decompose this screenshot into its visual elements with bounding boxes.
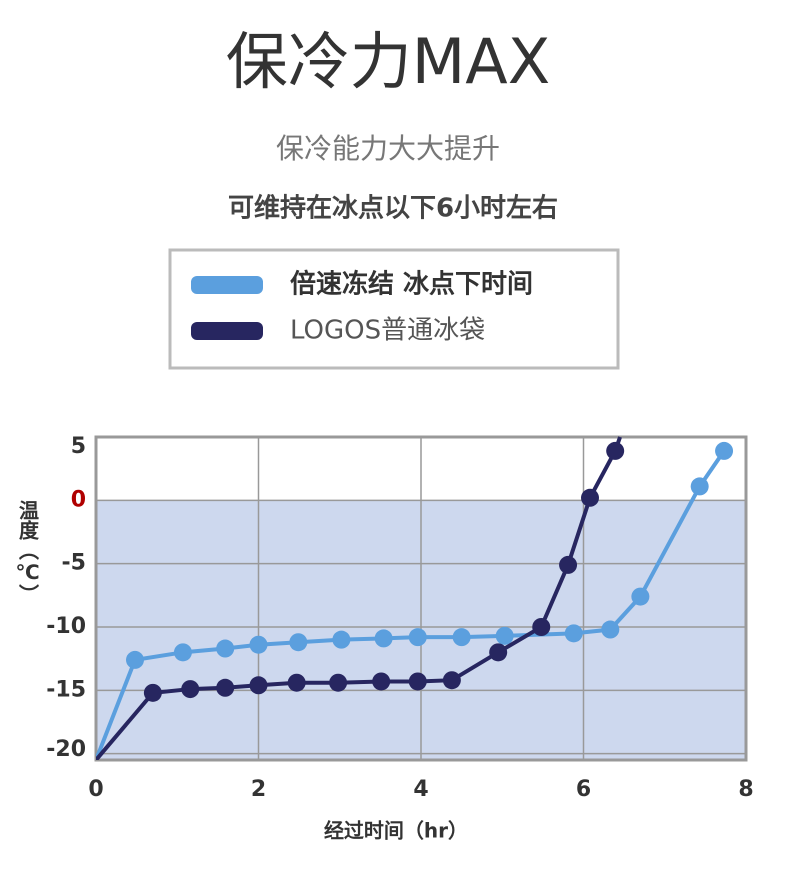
- plot: 50-5-10-15-200 2 4 6 8: [46, 434, 753, 802]
- data-point: [452, 628, 471, 647]
- data-point: [287, 673, 306, 692]
- y-tick-label: -10: [46, 614, 86, 639]
- data-point: [249, 635, 268, 654]
- series-line: [96, 436, 622, 760]
- data-point: [690, 477, 709, 496]
- y-tick-label: 0: [71, 487, 86, 512]
- data-point: [216, 639, 235, 658]
- data-point: [408, 672, 427, 691]
- x-tick-label: 4: [413, 777, 428, 802]
- data-point: [715, 441, 734, 460]
- x-tick-label: 8: [738, 777, 753, 802]
- y-tick-label: -5: [62, 551, 86, 576]
- subtitle: 保冷能力大大提升: [276, 132, 500, 165]
- data-point: [173, 643, 192, 662]
- headline: 可维持在冰点以下6小时左右: [228, 193, 558, 224]
- data-point: [329, 673, 348, 692]
- data-point: [631, 587, 650, 606]
- data-point: [332, 630, 351, 649]
- data-point: [532, 618, 551, 636]
- y-tick-label: -15: [46, 677, 86, 702]
- data-point: [372, 672, 391, 691]
- data-point: [374, 629, 393, 648]
- data-point: [181, 680, 200, 699]
- x-tick-label: 2: [251, 777, 266, 802]
- x-axis-label: 经过时间（hr）: [324, 819, 468, 843]
- data-point: [606, 441, 625, 460]
- legend-swatch: [191, 276, 263, 294]
- legend: 倍速冻结 冰点下时间 LOGOS普通冰袋: [191, 269, 533, 346]
- data-point: [601, 620, 620, 639]
- y-tick-label: -20: [46, 737, 86, 762]
- data-point: [564, 624, 583, 643]
- data-point: [408, 628, 427, 647]
- data-point: [289, 633, 308, 652]
- data-point: [489, 643, 508, 662]
- legend-swatch: [191, 322, 263, 340]
- data-point: [495, 626, 514, 645]
- legend-label: 倍速冻结 冰点下时间: [290, 269, 533, 300]
- data-point: [581, 488, 599, 507]
- data-point: [216, 678, 235, 697]
- data-point: [126, 650, 144, 669]
- title: 保冷力MAX: [226, 25, 550, 98]
- legend-box: [168, 248, 620, 370]
- plot-frame: [94, 435, 748, 762]
- data-point: [559, 555, 578, 574]
- series-line: [96, 449, 726, 760]
- legend-label: LOGOS普通冰袋: [290, 316, 485, 346]
- y-axis-label: 温度（℃）: [16, 499, 40, 604]
- y-tick-label: 5: [71, 434, 86, 459]
- data-point: [442, 671, 461, 690]
- data-point: [143, 683, 162, 702]
- x-tick-label: 0: [88, 777, 103, 802]
- data-point: [249, 676, 268, 695]
- x-tick-label: 6: [576, 777, 591, 802]
